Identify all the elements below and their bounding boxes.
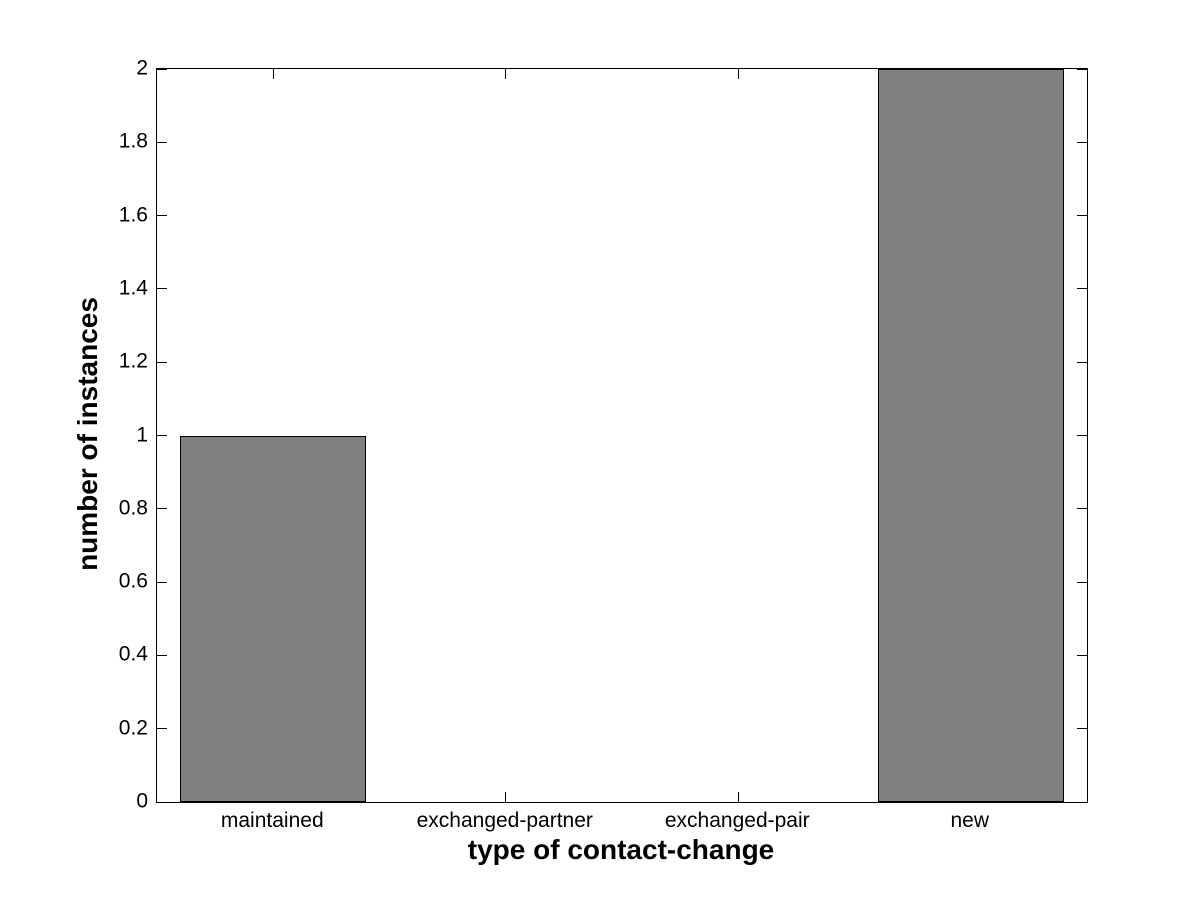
y-tick-label: 1 [136, 423, 148, 446]
y-tick-mark-right [1077, 288, 1087, 290]
y-tick-mark-left [157, 508, 167, 510]
y-tick-mark-right [1077, 508, 1087, 510]
y-tick-label: 1.2 [118, 349, 148, 373]
y-tick-mark-left [157, 728, 167, 730]
y-tick-mark-right [1077, 581, 1087, 583]
y-tick-label: 1.8 [118, 129, 148, 153]
x-tick-label-new: new [950, 809, 990, 832]
y-tick-label: 0.4 [118, 642, 148, 666]
bar-maintained [180, 435, 367, 802]
x-tick-mark-top [505, 69, 507, 79]
y-tick-mark-left [157, 654, 167, 656]
y-tick-mark-left [157, 361, 167, 363]
x-tick-mark-bottom [737, 792, 739, 802]
y-tick-mark-right [1077, 68, 1087, 70]
x-tick-mark-top [272, 69, 274, 79]
y-tick-label: 0.8 [118, 496, 148, 520]
x-tick-label-exchanged-partner: exchanged-partner [416, 809, 593, 832]
bar-new [877, 69, 1064, 802]
x-tick-label-maintained: maintained [220, 809, 324, 832]
y-tick-label: 0.2 [118, 716, 148, 740]
y-tick-label: 2 [136, 56, 148, 80]
x-tick-label-exchanged-pair: exchanged-pair [664, 809, 810, 832]
y-tick-mark-right [1077, 435, 1087, 436]
y-tick-mark-right [1077, 654, 1087, 656]
y-axis-label: number of instances [72, 297, 103, 571]
y-tick-mark-right [1077, 728, 1087, 730]
y-tick-label: 0.6 [118, 569, 148, 593]
y-tick-label: 1.4 [118, 276, 148, 300]
x-tick-mark-bottom [505, 792, 507, 802]
y-tick-mark-left [157, 435, 167, 436]
y-tick-label: 1.6 [118, 203, 148, 227]
y-tick-mark-left [157, 141, 167, 143]
x-axis-label: type of contact-change [467, 834, 775, 865]
y-tick-mark-left [157, 215, 167, 217]
y-tick-label: 0 [136, 789, 148, 813]
y-tick-mark-left [157, 68, 167, 70]
plot-area [156, 68, 1088, 803]
y-tick-mark-right [1077, 801, 1087, 803]
x-tick-mark-top [737, 69, 739, 79]
y-tick-mark-right [1077, 141, 1087, 143]
y-tick-mark-left [157, 288, 167, 290]
y-tick-mark-right [1077, 215, 1087, 217]
y-tick-mark-right [1077, 361, 1087, 363]
y-tick-mark-left [157, 801, 167, 803]
y-tick-mark-left [157, 581, 167, 583]
